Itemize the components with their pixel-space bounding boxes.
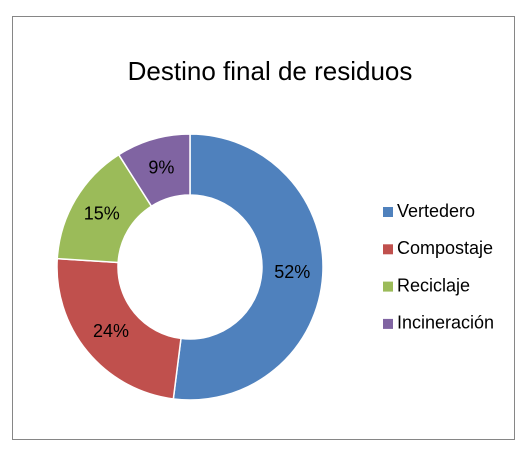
legend-swatch [383, 318, 393, 329]
data-label: 52% [274, 262, 310, 282]
data-label: 24% [93, 321, 129, 341]
legend-swatch [383, 207, 393, 217]
donut-slice [117, 133, 191, 208]
data-label: 9% [148, 157, 174, 177]
data-label: 15% [84, 204, 120, 224]
donut-slice [56, 257, 182, 400]
legend-label: Vertedero [397, 201, 475, 221]
legend-label: Incineración [397, 313, 494, 333]
legend-swatch [383, 244, 393, 255]
legend-label: Compostaje [397, 238, 493, 258]
legend-swatch [383, 281, 393, 292]
chart-title: Destino final de residuos [128, 56, 413, 86]
legend-label: Reciclaje [397, 275, 470, 295]
donut-slice [172, 133, 324, 401]
